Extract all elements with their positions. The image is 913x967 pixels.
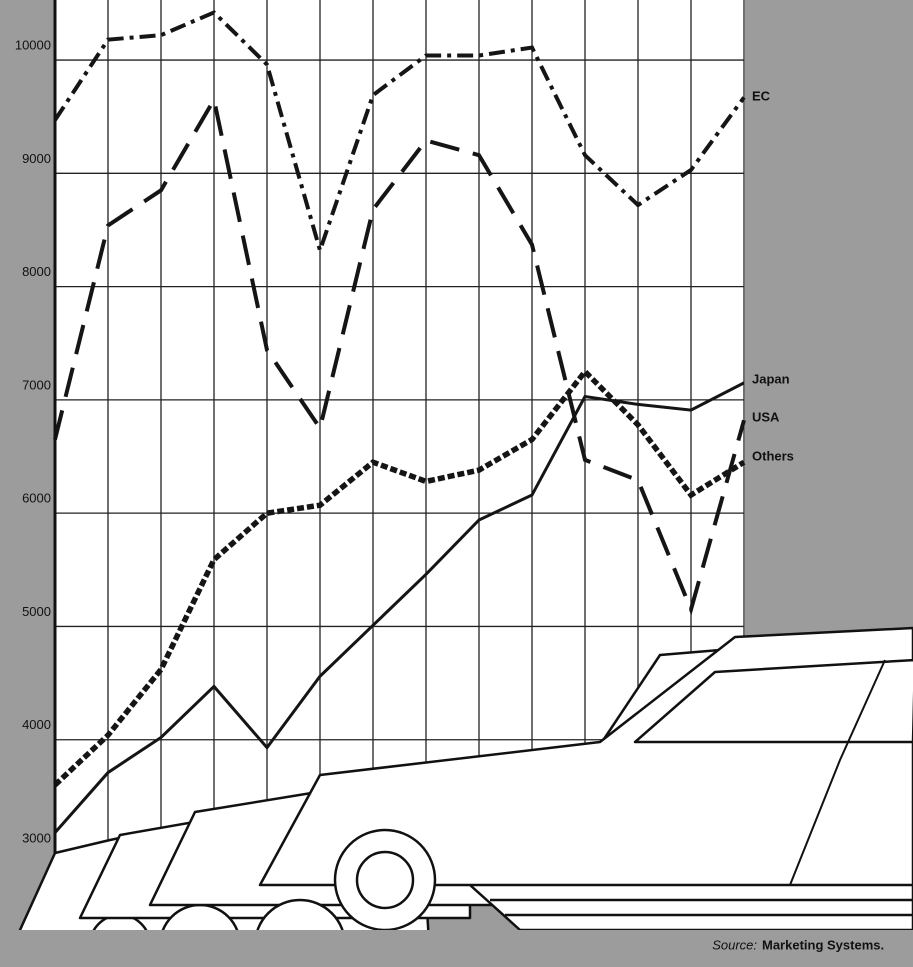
series-label: USA — [752, 409, 780, 424]
y-tick-label: 8000 — [22, 264, 51, 279]
source-text: Marketing Systems. — [762, 937, 884, 952]
series-label: Japan — [752, 371, 790, 386]
series-label: Others — [752, 448, 794, 463]
y-tick-label: 7000 — [22, 377, 51, 392]
hubcap — [357, 852, 413, 908]
y-tick-label: 4000 — [22, 717, 51, 732]
y-tick-label: 5000 — [22, 604, 51, 619]
source-label: Source: — [712, 937, 757, 952]
series-label: EC — [752, 88, 771, 103]
y-tick-label: 6000 — [22, 491, 51, 506]
y-tick-label: 10000 — [15, 37, 51, 52]
chart: Source: Marketing Systems. 3000 4000 5000 6… — [0, 0, 913, 967]
y-tick-label: 3000 — [22, 830, 51, 845]
y-tick-label: 9000 — [22, 151, 51, 166]
